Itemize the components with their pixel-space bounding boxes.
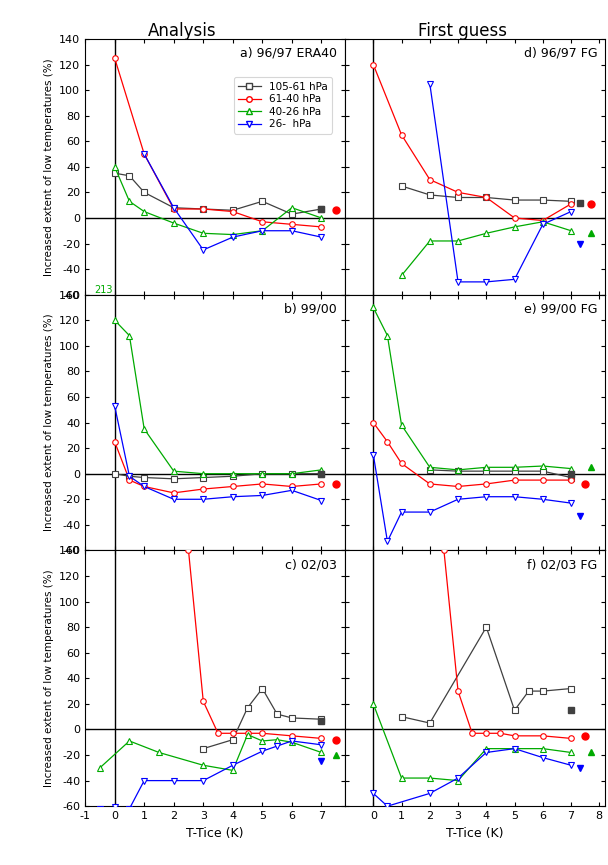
Text: d) 96/97 FG: d) 96/97 FG bbox=[523, 47, 597, 60]
Text: c) 02/03: c) 02/03 bbox=[285, 558, 337, 571]
Text: 213: 213 bbox=[94, 285, 112, 295]
Text: Analysis: Analysis bbox=[148, 22, 216, 40]
X-axis label: T-Tice (K): T-Tice (K) bbox=[446, 827, 504, 840]
Text: f) 02/03 FG: f) 02/03 FG bbox=[527, 558, 597, 571]
Text: a) 96/97 ERA40: a) 96/97 ERA40 bbox=[240, 47, 337, 60]
Y-axis label: Increased extent of low temperatures (%): Increased extent of low temperatures (%) bbox=[44, 58, 54, 276]
X-axis label: T-Tice (K): T-Tice (K) bbox=[186, 827, 244, 840]
Y-axis label: Increased extent of low temperatures (%): Increased extent of low temperatures (%) bbox=[44, 314, 54, 531]
Text: b) 99/00: b) 99/00 bbox=[285, 303, 337, 316]
Y-axis label: Increased extent of low temperatures (%): Increased extent of low temperatures (%) bbox=[44, 569, 54, 787]
Legend: 105-61 hPa, 61-40 hPa, 40-26 hPa, 26-  hPa: 105-61 hPa, 61-40 hPa, 40-26 hPa, 26- hP… bbox=[233, 77, 332, 133]
Text: First guess: First guess bbox=[418, 22, 506, 40]
Text: e) 99/00 FG: e) 99/00 FG bbox=[523, 303, 597, 316]
